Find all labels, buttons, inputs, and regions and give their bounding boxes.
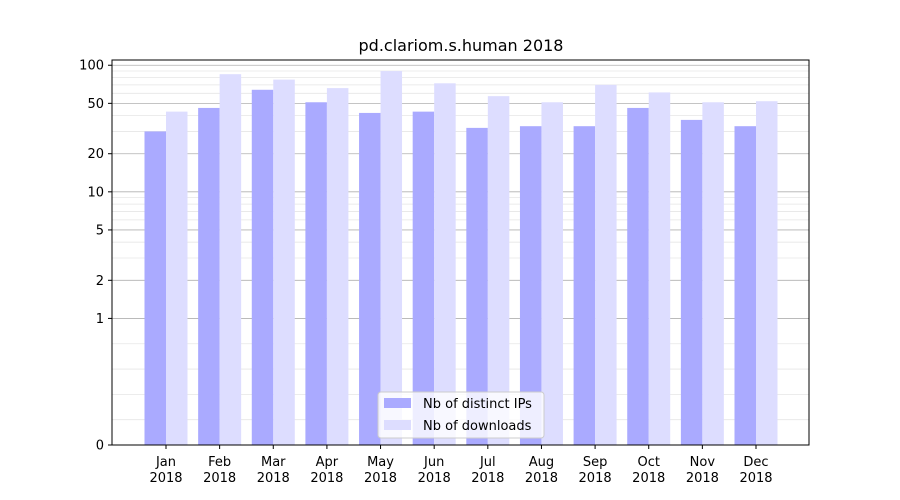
x-tick-label-year: 2018 bbox=[686, 471, 719, 486]
y-tick-label: 0 bbox=[96, 439, 104, 454]
x-tick-label-month: Apr bbox=[316, 455, 339, 470]
bar-distinct-ips-sep bbox=[573, 126, 596, 446]
x-tick-label-month: Oct bbox=[637, 455, 659, 470]
y-tick-label: 1 bbox=[96, 312, 104, 327]
y-tick-label: 5 bbox=[96, 223, 104, 238]
x-tick-label-month: Sep bbox=[583, 455, 608, 470]
chart-title: pd.clariom.s.human 2018 bbox=[359, 36, 564, 55]
bar-downloads-apr bbox=[326, 88, 349, 445]
bar-distinct-ips-jan bbox=[144, 131, 166, 445]
bar-distinct-ips-mar bbox=[251, 89, 274, 445]
bar-downloads-nov bbox=[702, 102, 724, 445]
legend-swatch-downloads bbox=[384, 420, 411, 430]
legend-swatch-distinct-ips bbox=[384, 398, 411, 408]
x-tick-label-year: 2018 bbox=[418, 471, 451, 486]
legend-label-distinct-ips: Nb of distinct IPs bbox=[423, 397, 532, 412]
bar-distinct-ips-jun bbox=[412, 111, 435, 445]
y-tick-label: 20 bbox=[87, 147, 104, 162]
x-tick-label-year: 2018 bbox=[579, 471, 612, 486]
y-tick-label: 10 bbox=[87, 185, 104, 200]
x-tick-label-month: Mar bbox=[261, 455, 286, 470]
legend-box bbox=[377, 391, 545, 439]
x-tick-label-month: Jul bbox=[479, 455, 496, 470]
bar-distinct-ips-nov bbox=[680, 119, 703, 445]
x-tick-label-year: 2018 bbox=[525, 471, 558, 486]
bar-downloads-sep bbox=[595, 84, 617, 445]
bar-distinct-ips-feb bbox=[198, 107, 220, 446]
bar-downloads-dec bbox=[756, 101, 778, 446]
x-tick-label-month: Jan bbox=[155, 455, 176, 470]
bars bbox=[144, 71, 778, 446]
bar-distinct-ips-may bbox=[359, 112, 381, 446]
y-tick-label: 100 bbox=[79, 59, 104, 74]
bar-downloads-aug bbox=[541, 102, 563, 445]
legend-label-downloads: Nb of downloads bbox=[423, 419, 532, 434]
bar-distinct-ips-dec bbox=[734, 126, 756, 446]
y-axis: 0 1 2 5 10 20 50 100 bbox=[79, 59, 112, 454]
x-tick-label-month: Dec bbox=[743, 455, 768, 470]
x-tick-label-month: Jun bbox=[423, 455, 444, 470]
bar-downloads-jun bbox=[434, 83, 456, 445]
bar-downloads-jul bbox=[487, 96, 510, 446]
x-tick-label-year: 2018 bbox=[364, 471, 397, 486]
bar-distinct-ips-aug bbox=[519, 126, 542, 446]
x-tick-label-month: Nov bbox=[690, 455, 716, 470]
x-axis: Jan2018Feb2018Mar2018Apr2018May2018Jun20… bbox=[149, 445, 773, 486]
x-tick-label-year: 2018 bbox=[203, 471, 236, 486]
x-tick-label-month: Feb bbox=[208, 455, 231, 470]
bar-downloads-mar bbox=[273, 79, 295, 446]
bar-distinct-ips-apr bbox=[305, 102, 327, 445]
bar-distinct-ips-jul bbox=[466, 127, 488, 445]
bar-distinct-ips-oct bbox=[627, 107, 649, 446]
y-tick-label: 50 bbox=[87, 97, 104, 112]
x-tick-label-year: 2018 bbox=[632, 471, 665, 486]
x-tick-label-year: 2018 bbox=[149, 471, 182, 486]
bar-downloads-feb bbox=[219, 74, 242, 446]
y-tick-label: 2 bbox=[96, 274, 104, 289]
plot-frame bbox=[111, 59, 810, 446]
x-tick-label-year: 2018 bbox=[471, 471, 504, 486]
x-tick-label-month: Aug bbox=[529, 455, 554, 470]
x-tick-label-month: May bbox=[367, 455, 394, 470]
x-tick-label-year: 2018 bbox=[257, 471, 290, 486]
bar-downloads-may bbox=[380, 71, 403, 446]
bar-downloads-oct bbox=[648, 92, 671, 446]
x-tick-label-year: 2018 bbox=[739, 471, 772, 486]
bar-downloads-jan bbox=[166, 111, 188, 445]
legend: Nb of distinct IPs Nb of downloads bbox=[377, 391, 545, 439]
x-tick-label-year: 2018 bbox=[310, 471, 343, 486]
